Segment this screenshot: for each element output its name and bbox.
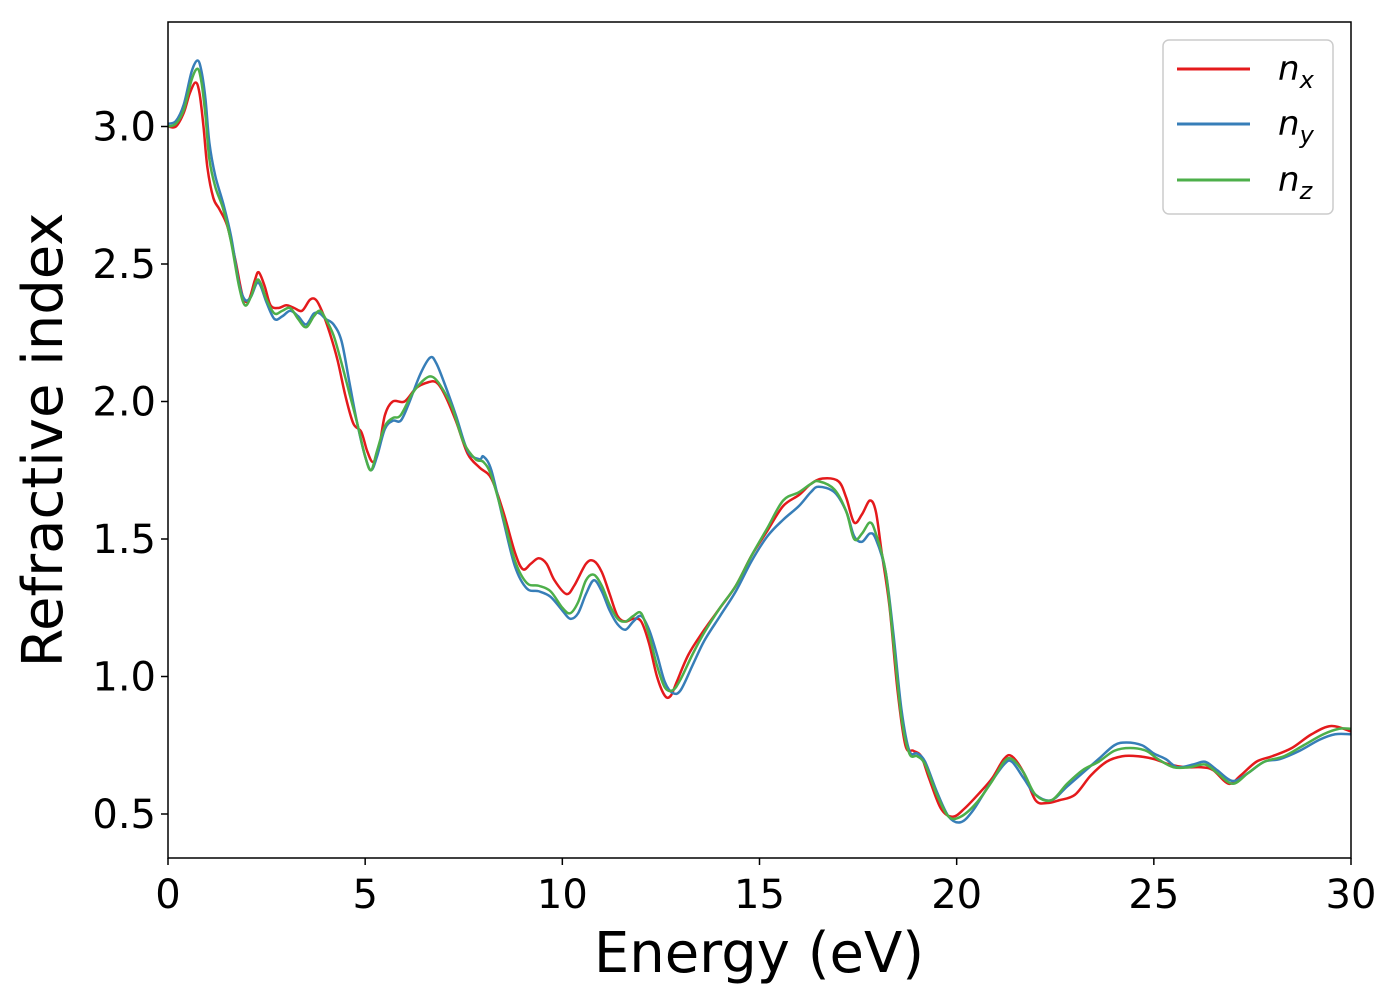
legend-box <box>1162 39 1334 215</box>
y-tick-label-2.5: 2.5 <box>92 242 156 288</box>
x-tick-label-15: 15 <box>734 872 785 918</box>
x-tick-label-0: 0 <box>155 872 180 918</box>
y-axis: 0.5 1.0 1.5 2.0 2.5 3.0 <box>92 105 168 838</box>
plot-lines <box>167 59 1352 824</box>
legend-label-ny-subscript: y <box>1299 121 1315 149</box>
x-tick-label-20: 20 <box>931 872 982 918</box>
legend-label-ny: ny <box>1278 104 1315 149</box>
legend-label-nx-name: n <box>1278 49 1300 89</box>
y-tick-label-0.5: 0.5 <box>92 792 156 838</box>
legend-label-nz-subscript: z <box>1299 177 1314 205</box>
y-tick-label-2.0: 2.0 <box>92 380 156 426</box>
legend-label-ny-name: n <box>1278 104 1300 144</box>
y-axis-title: Refractive index <box>11 213 76 668</box>
x-tick-label-5: 5 <box>352 872 377 918</box>
x-tick-label-10: 10 <box>537 872 588 918</box>
x-tick-label-30: 30 <box>1326 872 1377 918</box>
x-axis-title: Energy (eV) <box>594 921 924 986</box>
legend-label-nz: nz <box>1278 160 1314 205</box>
legend: nx ny nz <box>1162 39 1334 215</box>
series-line-nz <box>167 67 1352 821</box>
legend-label-nz-name: n <box>1278 160 1300 200</box>
legend-label-nx: nx <box>1278 49 1315 94</box>
y-tick-label-1.0: 1.0 <box>92 655 156 701</box>
legend-label-nx-subscript: x <box>1299 66 1315 94</box>
x-axis: 0 5 10 15 20 25 30 <box>155 858 1376 918</box>
y-tick-label-3.0: 3.0 <box>92 105 156 151</box>
x-tick-label-25: 25 <box>1128 872 1179 918</box>
y-tick-label-1.5: 1.5 <box>92 517 156 563</box>
